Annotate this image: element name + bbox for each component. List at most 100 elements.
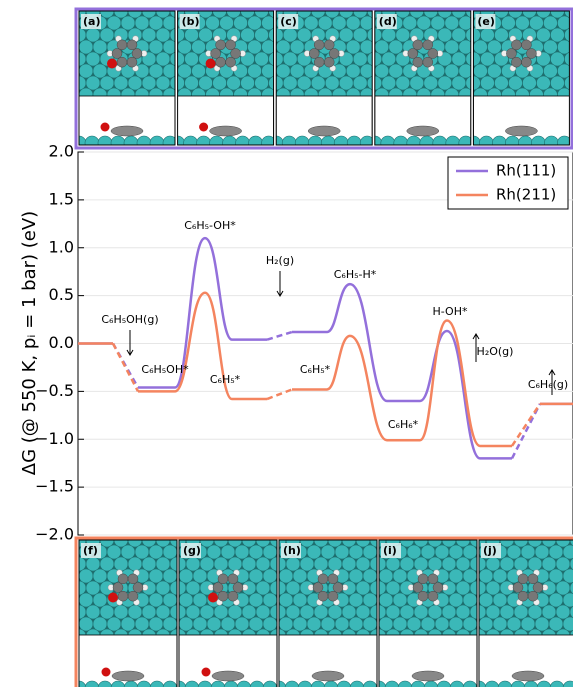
atom [542,605,556,619]
c-atom [428,574,438,584]
c-atom [324,57,334,67]
atom [438,76,452,90]
o-atom [102,668,111,677]
atom [114,76,128,90]
atom [487,64,501,78]
annotation: C₆H₅* [300,363,331,376]
c-atom [423,40,433,50]
annotation: C₆H₅* [210,373,241,386]
atom [445,40,459,54]
side-molecule [407,126,439,136]
atom [543,64,557,78]
atom [363,545,377,559]
atom [407,617,421,631]
atom [242,605,256,619]
annotation: H-OH* [433,305,468,318]
atom [339,76,353,90]
y-tick-label: 1.0 [49,237,74,256]
y-tick-label: 2.0 [49,142,74,161]
atom [494,28,508,42]
atom [363,593,377,607]
panel [58,533,191,687]
atom [86,581,100,595]
atom [193,569,207,583]
panel-label: (e) [477,15,495,28]
atom [263,545,277,559]
atom [314,557,328,571]
atom [58,4,72,18]
atom [149,617,163,631]
c-atom [118,574,128,584]
atom [410,76,424,90]
c-atom [117,40,127,50]
atom [479,593,493,607]
panel [157,4,290,150]
panel-label: (h) [283,544,301,557]
atom [79,569,93,583]
atom [58,76,72,90]
atom [193,617,207,631]
atom [507,545,521,559]
c-atom [521,40,531,50]
atom [353,28,367,42]
c-atom [132,49,142,59]
atom [382,76,396,90]
atom [121,617,135,631]
atom [543,16,557,30]
atom [449,593,463,607]
atom [156,76,170,90]
panel [354,4,487,150]
atom [528,605,542,619]
c-atom [526,49,536,59]
panel [158,533,291,687]
atom [178,64,192,78]
side-molecule [212,671,244,681]
atom [414,605,428,619]
atom [529,16,543,30]
atom [463,569,477,583]
atom [228,557,242,571]
atom [535,617,549,631]
atom [500,557,514,571]
atom [342,557,356,571]
panel-label: (d) [379,15,397,28]
atom [556,581,570,595]
atom [349,617,363,631]
atom [286,581,300,595]
atom [213,76,227,90]
c-atom [216,40,226,50]
c-atom [127,40,137,50]
atom [508,76,522,90]
y-tick-label: −0.5 [35,381,74,400]
atom [342,605,356,619]
atom [192,40,206,54]
atom [142,28,156,42]
atom [452,28,466,42]
atom [528,557,542,571]
atom [142,76,156,90]
atom [379,593,393,607]
atom [156,581,170,595]
o-atom [101,123,110,132]
atom [135,545,149,559]
c-atom [433,583,443,593]
c-atom [218,574,228,584]
side-molecule [412,671,444,681]
panel-label: (c) [280,15,297,28]
c-atom [233,583,243,593]
atom [100,605,114,619]
atom [353,76,367,90]
atom [452,52,466,66]
c-atom [418,574,428,584]
c-atom [113,583,123,593]
atom [297,28,311,42]
c-atom [428,49,438,59]
atom [149,16,163,30]
atom [346,16,360,30]
c-atom [228,574,238,584]
atom [480,28,494,42]
atom [79,64,93,78]
atom [249,569,263,583]
legend-label: Rh(111) [496,162,556,180]
atom [163,545,177,559]
